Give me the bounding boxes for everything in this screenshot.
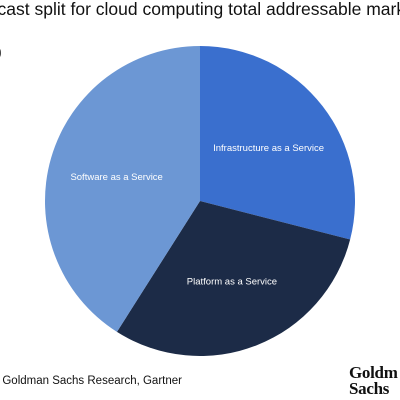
slice-label-platform-as-a-service: Platform as a Service bbox=[187, 277, 277, 288]
goldman-sachs-logo: Goldm Sachs bbox=[349, 363, 398, 398]
chart-title: recast split for cloud computing total a… bbox=[0, 0, 400, 63]
pie-slice-infrastructure-as-a-service bbox=[200, 46, 355, 240]
source-note: rce: Goldman Sachs Research, Gartner bbox=[0, 375, 182, 387]
pie-slice-platform-as-a-service bbox=[116, 201, 351, 356]
pie-slice-software-as-a-service bbox=[45, 45, 201, 332]
slice-label-infrastructure-as-a-service: Infrastructure as a Service bbox=[213, 143, 324, 154]
slice-label-software-as-a-service: Software as a Service bbox=[70, 172, 162, 183]
